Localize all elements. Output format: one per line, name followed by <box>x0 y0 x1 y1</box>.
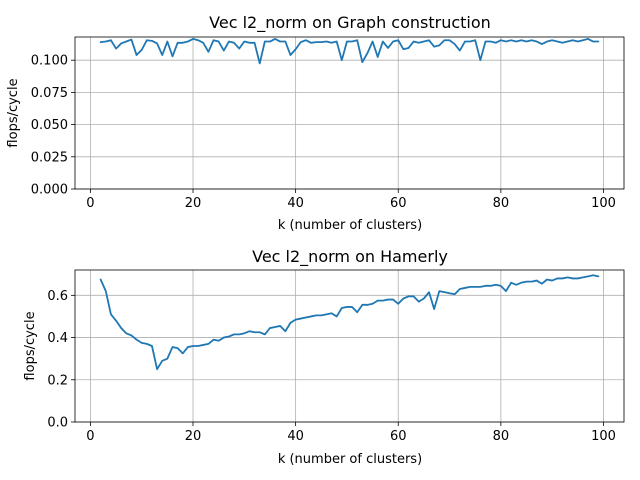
x-tick-label-graph-construction: 40 <box>287 196 304 211</box>
y-tick-label-hamerly: 0.2 <box>47 373 68 388</box>
plot-hamerly: Vec l2_norm on Hamerly k (number of clus… <box>23 247 625 467</box>
x-tick-label-graph-construction: 80 <box>493 196 510 211</box>
y-tick-label-graph-construction: 0.100 <box>31 54 68 69</box>
plot-graph-construction: Vec l2_norm on Graph construction k (num… <box>6 13 625 233</box>
y-tick-label-hamerly: 0.6 <box>47 289 68 304</box>
x-tick-label-hamerly: 0 <box>86 429 94 444</box>
x-tick-label-hamerly: 40 <box>287 429 304 444</box>
ylabel-graph-construction: flops/cycle <box>6 78 21 147</box>
series-line-hamerly <box>99 274 600 371</box>
x-tick-label-hamerly: 60 <box>390 429 407 444</box>
title-hamerly: Vec l2_norm on Hamerly <box>252 247 448 267</box>
x-tick-label-graph-construction: 20 <box>185 196 202 211</box>
y-tick-label-graph-construction: 0.050 <box>31 118 68 133</box>
x-tick-label-graph-construction: 100 <box>591 196 616 211</box>
x-tick-label-hamerly: 100 <box>591 429 616 444</box>
y-tick-label-hamerly: 0.0 <box>47 416 68 431</box>
axes-frame-hamerly <box>74 269 625 423</box>
y-tick-label-graph-construction: 0.075 <box>31 86 68 101</box>
series-line-graph-construction <box>99 38 600 65</box>
ylabel-hamerly: flops/cycle <box>23 311 38 380</box>
x-tick-label-hamerly: 20 <box>185 429 202 444</box>
xlabel-graph-construction: k (number of clusters) <box>278 218 422 233</box>
y-tick-label-graph-construction: 0.025 <box>31 150 68 165</box>
x-tick-label-graph-construction: 0 <box>86 196 94 211</box>
y-tick-label-graph-construction: 0.000 <box>31 183 68 198</box>
title-graph-construction: Vec l2_norm on Graph construction <box>209 13 491 33</box>
y-tick-label-hamerly: 0.4 <box>47 331 68 346</box>
xlabel-hamerly: k (number of clusters) <box>278 452 422 467</box>
axes-frame-graph-construction <box>74 36 625 190</box>
x-tick-label-hamerly: 80 <box>493 429 510 444</box>
x-tick-label-graph-construction: 60 <box>390 196 407 211</box>
